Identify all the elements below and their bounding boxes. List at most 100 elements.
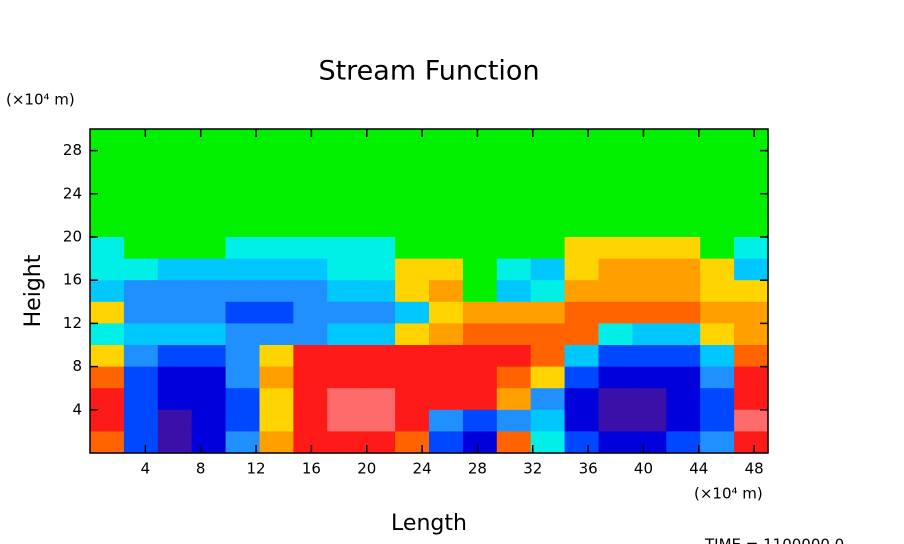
contour-cell (123, 366, 159, 389)
contour-cell (157, 193, 193, 216)
contour-cell (632, 129, 667, 152)
contour-cell (429, 215, 464, 238)
contour-cell (429, 345, 464, 368)
contour-cell (632, 280, 667, 303)
contour-cell (123, 129, 159, 152)
contour-cell (666, 301, 701, 324)
contour-cell (429, 301, 464, 324)
contour-cell (530, 215, 566, 238)
contour-cell (462, 301, 498, 324)
contour-cell (700, 237, 735, 260)
contour-cell (293, 388, 328, 411)
contour-cell (598, 431, 633, 454)
contour-cell (598, 129, 633, 152)
contour-cell (632, 150, 667, 173)
plot-frame (89, 128, 769, 454)
contour-cell (123, 431, 159, 454)
contour-cell (496, 237, 532, 260)
contour-cell (734, 366, 769, 389)
contour-cell (225, 366, 261, 389)
contour-cell (700, 431, 735, 454)
contour-cell (632, 258, 667, 281)
field (90, 129, 769, 454)
x-tick-label: 20 (357, 460, 376, 478)
contour-cell (564, 150, 600, 173)
contour-cell (496, 366, 532, 389)
contour-cell (225, 237, 261, 260)
contour-cell (225, 280, 261, 303)
x-tick-label: 24 (413, 460, 432, 478)
contour-cell (429, 193, 464, 216)
contour-cell (700, 150, 735, 173)
contour-cell (530, 345, 566, 368)
contour-cell (530, 172, 566, 195)
contour-cell (191, 388, 227, 411)
y-tick-label: 28 (63, 141, 82, 159)
contour-cell (462, 172, 498, 195)
contour-cell (123, 150, 159, 173)
contour-cell (429, 150, 464, 173)
contour-cell (632, 172, 667, 195)
contour-cell (564, 172, 600, 195)
contour-cell (90, 301, 125, 324)
contour-cell (225, 172, 261, 195)
contour-cell (327, 388, 362, 411)
contour-cell (666, 280, 701, 303)
contour-cell (293, 193, 328, 216)
contour-cell (666, 409, 701, 432)
contour-cell (327, 215, 362, 238)
contour-cell (632, 193, 667, 216)
contour-cell (191, 215, 227, 238)
contour-cell (598, 258, 633, 281)
contour-cell (530, 388, 566, 411)
contour-cell (327, 172, 362, 195)
x-tick-label: 48 (745, 460, 764, 478)
contour-cell (734, 150, 769, 173)
contour-cell (157, 388, 193, 411)
contour-cell (395, 150, 430, 173)
contour-cell (90, 366, 125, 389)
contour-cell (462, 150, 498, 173)
contour-cell (564, 280, 600, 303)
contour-cell (734, 129, 769, 152)
contour-cell (564, 215, 600, 238)
contour-cell (598, 366, 633, 389)
contour-cell (293, 431, 328, 454)
y-tick-label: 12 (63, 314, 82, 332)
contour-cell (734, 431, 769, 454)
contour-cell (123, 237, 159, 260)
contour-cell (157, 258, 193, 281)
contour-cell (361, 258, 396, 281)
contour-cell (462, 193, 498, 216)
contour-cell (429, 172, 464, 195)
contour-cell (734, 172, 769, 195)
contour-cell (462, 258, 498, 281)
contour-cell (564, 366, 600, 389)
contour-cell (361, 280, 396, 303)
contour-cell (700, 280, 735, 303)
contour-cell (496, 150, 532, 173)
contour-cell (395, 193, 430, 216)
contour-cell (293, 150, 328, 173)
contour-cell (191, 258, 227, 281)
contour-cell (225, 150, 261, 173)
contour-cell (293, 258, 328, 281)
contour-cell (259, 388, 294, 411)
contour-cell (598, 215, 633, 238)
contour-cell (259, 258, 294, 281)
contour-cell (157, 323, 193, 346)
contour-cell (700, 409, 735, 432)
contour-cell (361, 431, 396, 454)
contour-cell (598, 150, 633, 173)
contour-cell (429, 237, 464, 260)
contour-cell (395, 237, 430, 260)
contour-cell (462, 129, 498, 152)
contour-cell (293, 129, 328, 152)
contour-cell (123, 409, 159, 432)
contour-cell (259, 280, 294, 303)
chart-title: Stream Function (318, 56, 539, 87)
contour-cell (632, 345, 667, 368)
contour-cell (259, 150, 294, 173)
contour-cell (564, 237, 600, 260)
